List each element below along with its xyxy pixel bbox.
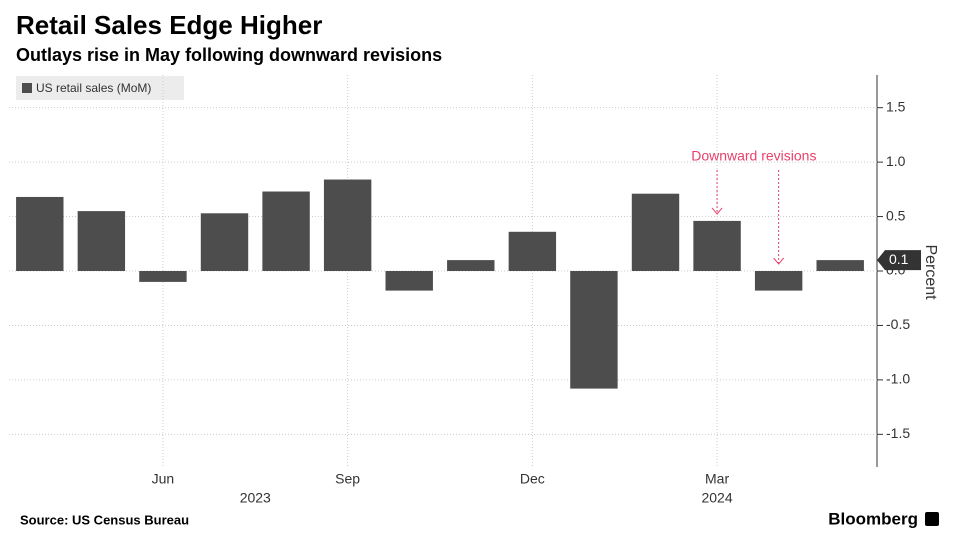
annotation: Downward revisions [691, 148, 816, 164]
x-tick-label: Sep [335, 471, 360, 487]
y-axis-label: Percent [922, 244, 939, 300]
legend-box [16, 76, 184, 100]
chart-title: Retail Sales Edge Higher [16, 10, 322, 40]
bar [200, 213, 249, 271]
x-year-label: 2024 [701, 490, 732, 506]
value-label: 0.1 [889, 251, 909, 267]
bar [262, 191, 310, 271]
brand: Bloomberg [828, 509, 918, 528]
y-tick-label: -1.0 [886, 371, 910, 387]
bar [139, 271, 187, 282]
bar [447, 260, 495, 271]
bar [323, 179, 372, 271]
x-tick-label: Mar [705, 471, 729, 487]
y-tick-label: 1.0 [886, 153, 906, 169]
x-tick-label: Jun [152, 471, 175, 487]
legend-swatch [22, 83, 32, 93]
bar [508, 231, 557, 271]
bar [570, 271, 618, 389]
y-tick-label: -1.5 [886, 425, 910, 441]
x-year-label: 2023 [240, 490, 271, 506]
bar [816, 260, 864, 271]
annotation-arrowhead [773, 257, 785, 265]
y-tick-label: -0.5 [886, 316, 910, 332]
bar [754, 271, 803, 291]
annotation-arrowhead [711, 207, 723, 215]
bar [16, 196, 64, 271]
x-tick-label: Dec [520, 471, 545, 487]
bar [385, 271, 433, 291]
bar [693, 220, 741, 271]
chart-subtitle: Outlays rise in May following downward r… [16, 45, 442, 65]
y-tick-label: 1.5 [886, 98, 906, 114]
source: Source: US Census Bureau [20, 512, 189, 527]
bar [631, 193, 680, 271]
legend-label: US retail sales (MoM) [36, 81, 151, 95]
brand-icon [925, 512, 939, 526]
y-tick-label: 0.5 [886, 207, 906, 223]
bar [77, 211, 126, 271]
value-tag [877, 250, 921, 271]
